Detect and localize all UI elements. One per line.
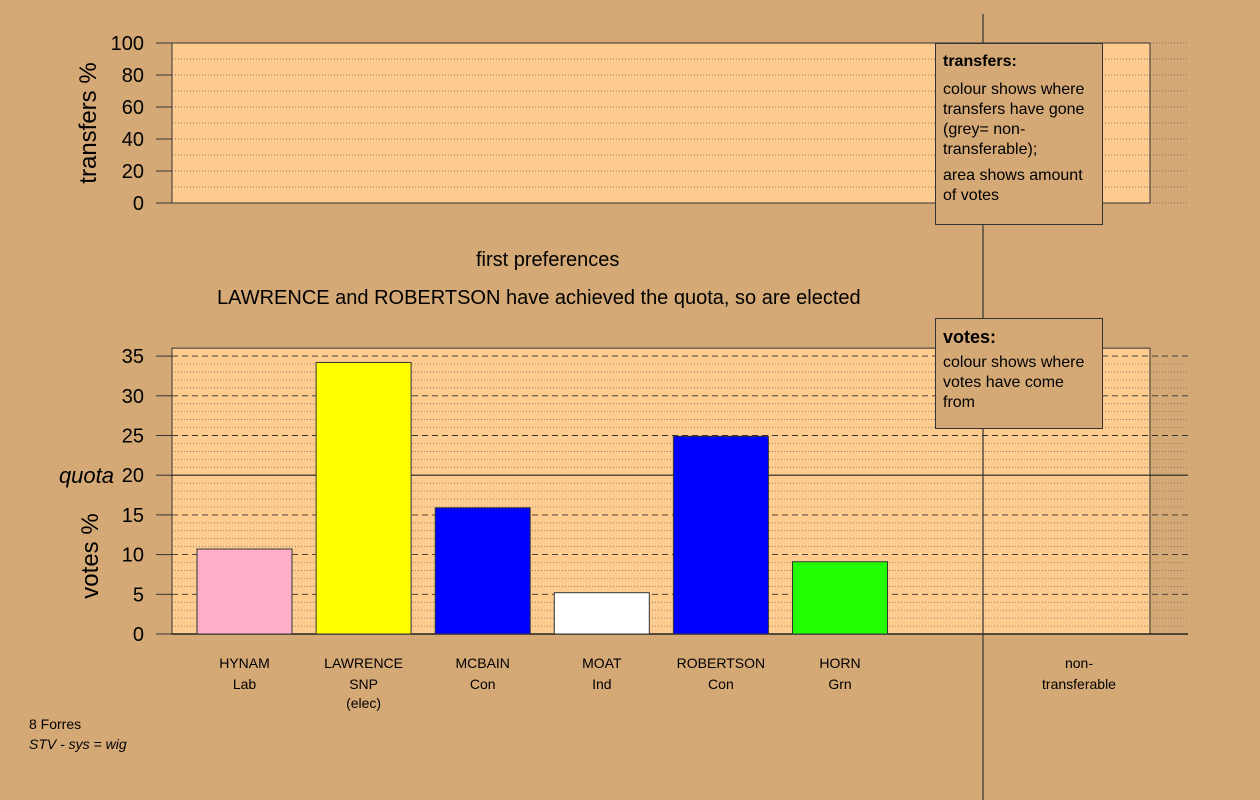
legend-transfers-title: transfers: [943,53,1017,70]
legend-transfers-text-2: area shows amount of votes [943,167,1083,204]
candidate-note-label: (elec) [346,695,381,711]
chart-subtitle: LAWRENCE and ROBERTSON have achieved the… [217,287,861,309]
bar-lawrence [315,361,412,635]
candidate-party-label: Grn [828,676,851,692]
votes-tick-label: 30 [122,386,144,408]
candidate-name-label: LAWRENCE [324,655,403,671]
votes-tick-label: 10 [122,545,144,567]
candidate-name-label: ROBERTSON [677,655,765,671]
votes-tick-label: 0 [133,624,144,646]
candidate-party-label: Con [708,676,734,692]
nontransferable-label-1: non- [1065,655,1093,671]
votes-tick-label: 25 [122,426,144,448]
candidate-name-label: HYNAM [219,655,270,671]
candidate-party-label: Ind [592,676,611,692]
bar-robertson [672,435,769,635]
transfers-tick-label: 100 [111,33,144,55]
bar-horn [792,561,888,635]
chart-title: first preferences [476,249,620,271]
legend-transfers-text-1: colour shows where transfers have gone (… [943,81,1085,158]
bar-moat [553,592,650,635]
transfers-tick-label: 80 [122,65,144,87]
votes-tick-label: 35 [122,346,144,368]
bar-hynam [196,548,293,635]
candidate-party-label: Lab [233,676,257,692]
candidate-name-label: MOAT [582,655,622,671]
candidate-party-label: Con [470,676,496,692]
transfers-tick-label: 60 [122,97,144,119]
transfers-tick-label: 20 [122,161,144,183]
votes-tick-label: 5 [133,584,144,606]
votes-panel: 0 5 10 15 20 25 30 35 quota votes % [59,346,1188,646]
legend-votes-title: votes: [943,327,997,347]
transfers-tick-label: 40 [122,129,144,151]
ward-label: 8 Forres [29,716,82,732]
candidate-name-label: MCBAIN [455,655,509,671]
bar-mcbain [434,507,531,635]
votes-axis-label: votes % [77,513,104,598]
system-label: STV - sys = wig [29,736,127,752]
nontransferable-label-2: transferable [1042,676,1116,692]
votes-tick-label: 15 [122,505,144,527]
transfers-axis-label: transfers % [75,62,102,183]
footer: 8 Forres STV - sys = wig [29,714,127,754]
candidate-name-label: HORN [819,655,860,671]
candidate-party-label: SNP [349,676,378,692]
transfers-tick-label: 0 [133,193,144,215]
quota-label: quota [59,463,114,488]
legend-votes: votes: colour shows where votes have com… [935,318,1103,429]
candidate-labels: HYNAM Lab LAWRENCE SNP (elec) MCBAIN Con MOAT In… [219,655,1116,711]
legend-votes-text: colour shows where votes have come from [943,354,1085,411]
legend-transfers: transfers: colour shows where transfers … [935,43,1103,225]
votes-tick-label: 20 [122,465,144,487]
